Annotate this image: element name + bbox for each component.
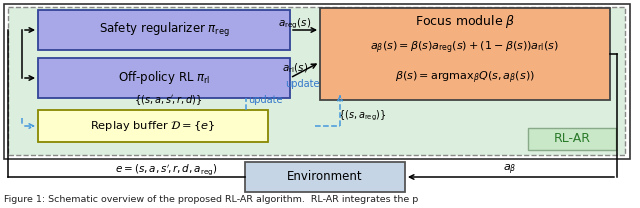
Text: Environment: Environment	[287, 171, 363, 183]
Text: RL-AR: RL-AR	[554, 132, 591, 146]
Text: $\{(s,a_\mathrm{reg})\}$: $\{(s,a_\mathrm{reg})\}$	[338, 109, 387, 123]
Text: Off-policy RL $\pi_\mathrm{rl}$: Off-policy RL $\pi_\mathrm{rl}$	[118, 69, 211, 87]
Text: $e=(s,a,s^\prime\!,r,d,a_\mathrm{reg})$: $e=(s,a,s^\prime\!,r,d,a_\mathrm{reg})$	[115, 163, 218, 177]
Text: $\{(s,a,s^\prime\!,r,d)\}$: $\{(s,a,s^\prime\!,r,d)\}$	[134, 93, 202, 107]
Bar	[245, 162, 405, 192]
Text: Replay buffer $\mathcal{D} = \{e\}$: Replay buffer $\mathcal{D} = \{e\}$	[90, 119, 216, 133]
Bar	[8, 7, 625, 155]
Text: $a_\mathrm{rl}(s)$: $a_\mathrm{rl}(s)$	[282, 61, 308, 75]
Bar	[38, 110, 268, 142]
Text: Safety regularizer $\pi_\mathrm{reg}$: Safety regularizer $\pi_\mathrm{reg}$	[99, 21, 229, 39]
Bar	[528, 128, 616, 150]
Text: update: update	[248, 95, 282, 105]
Text: $a_\beta(s) = \beta(s)a_\mathrm{reg}(s) + (1-\beta(s))a_\mathrm{rl}(s)$: $a_\beta(s) = \beta(s)a_\mathrm{reg}(s) …	[371, 40, 559, 56]
Bar	[320, 8, 610, 100]
Text: $\beta(s) = \mathrm{argmax}_\beta Q\left(s,a_\beta(s)\right)$: $\beta(s) = \mathrm{argmax}_\beta Q\left…	[395, 70, 535, 86]
Text: update: update	[285, 79, 320, 89]
Text: Focus module $\beta$: Focus module $\beta$	[415, 12, 515, 30]
Bar	[4, 4, 630, 159]
Text: $a_\beta$: $a_\beta$	[503, 163, 516, 177]
Text: Figure 1: Schematic overview of the proposed RL-AR algorithm.  RL-AR integrates : Figure 1: Schematic overview of the prop…	[4, 196, 419, 204]
Bar	[38, 10, 290, 50]
Text: $a_\mathrm{reg}(s)$: $a_\mathrm{reg}(s)$	[278, 17, 312, 31]
Bar	[38, 58, 290, 98]
